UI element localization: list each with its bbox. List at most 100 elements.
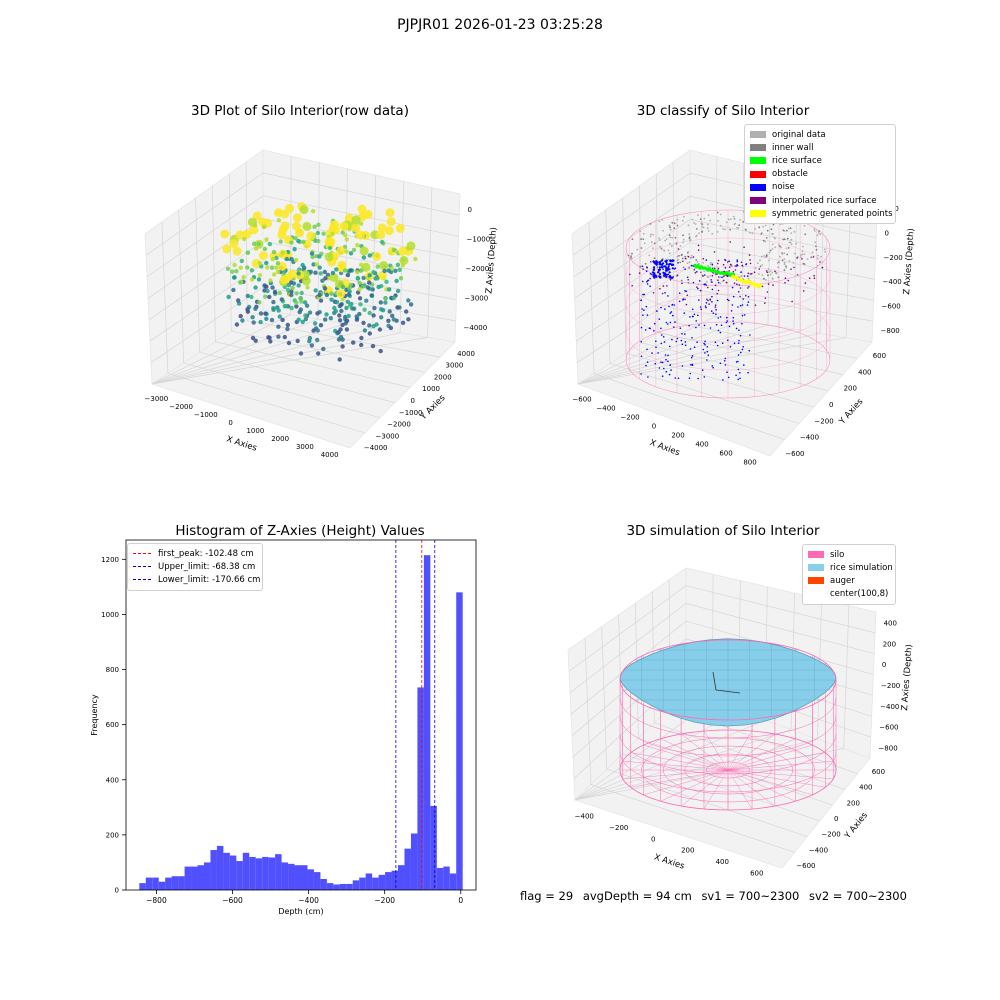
sv2-text: sv2 = 700~2300 — [809, 889, 907, 903]
raw-data-point — [296, 271, 301, 276]
plot2-ytick-label: 0 — [829, 401, 833, 409]
original-data-point — [707, 230, 710, 232]
raw-data-point — [300, 319, 305, 325]
original-data-point — [717, 220, 719, 222]
plot2-title: 3D classify of Silo Interior — [636, 103, 810, 119]
rice-surface-point — [707, 266, 712, 270]
raw-data-point — [330, 270, 336, 276]
original-data-point — [801, 250, 804, 253]
interpolated-point — [739, 287, 742, 289]
original-data-point — [783, 263, 786, 266]
original-data-point — [676, 255, 679, 258]
noise-point — [684, 333, 686, 335]
noise-point — [722, 379, 724, 381]
raw-data-point — [344, 213, 354, 223]
plot1-grid-line — [149, 263, 457, 342]
original-data-point — [769, 270, 772, 272]
original-data-point — [669, 226, 671, 229]
legend-entry: silo — [808, 548, 890, 561]
legend-label: symmetric generated points — [772, 208, 893, 219]
noise-point — [711, 281, 713, 283]
original-data-point — [676, 259, 679, 262]
original-data-point — [719, 213, 722, 216]
noise-point — [728, 260, 730, 263]
noise-point — [685, 290, 688, 293]
noise-point — [731, 304, 734, 306]
raw-data-point — [333, 308, 338, 314]
raw-data-point — [269, 317, 275, 323]
original-data-point — [764, 256, 767, 258]
raw-data-point — [292, 221, 301, 231]
plot4-xtick-label: −400 — [575, 813, 594, 821]
noise-point — [706, 350, 709, 353]
raw-data-point — [264, 284, 269, 289]
raw-data-point — [245, 307, 250, 312]
noise-point — [693, 346, 696, 349]
original-data-point — [790, 243, 793, 246]
silo-floor-spoke — [727, 769, 813, 796]
raw-data-point — [365, 285, 370, 290]
raw-data-point — [329, 291, 334, 296]
histogram-bar — [333, 884, 340, 890]
original-data-point — [667, 249, 670, 252]
raw-data-point — [376, 230, 386, 240]
original-data-point — [785, 247, 788, 250]
original-data-point — [815, 245, 817, 248]
raw-data-point — [314, 262, 319, 267]
raw-data-point — [367, 310, 372, 316]
raw-data-point — [329, 273, 339, 282]
noise-point — [670, 311, 673, 313]
original-data-point — [767, 274, 769, 277]
raw-data-point — [367, 280, 372, 285]
noise-point — [736, 260, 739, 263]
interpolated-point — [725, 281, 728, 284]
legend-entry: noise — [750, 181, 890, 194]
interpolated-point — [685, 303, 688, 306]
noise-point — [724, 364, 727, 366]
raw-data-point — [391, 295, 397, 301]
noise-point — [732, 295, 735, 298]
raw-data-point — [275, 269, 281, 275]
original-data-point — [706, 280, 708, 283]
raw-data-point — [280, 275, 289, 285]
raw-data-point — [267, 294, 272, 300]
plot1-xtick-label: 0 — [228, 419, 232, 427]
raw-data-point — [292, 213, 302, 223]
plot1-ztick-label: −3000 — [465, 295, 489, 303]
raw-data-point — [379, 307, 384, 312]
noise-point — [739, 304, 742, 307]
interpolated-point — [714, 284, 717, 287]
legend-entry: rice surface — [750, 154, 890, 167]
raw-data-point — [315, 230, 321, 236]
raw-data-point — [334, 267, 339, 272]
original-data-point — [721, 280, 724, 283]
legend-entry: rice simulation — [808, 561, 893, 574]
noise-point — [664, 269, 668, 272]
raw-data-point — [344, 318, 350, 323]
interpolated-point — [812, 256, 815, 258]
noise-point — [711, 263, 714, 266]
raw-data-point — [395, 223, 405, 233]
silo-floor-spoke — [703, 769, 729, 810]
silo-floor-spoke — [727, 752, 826, 771]
plot1-title: 3D Plot of Silo Interior(row data) — [191, 103, 409, 119]
raw-data-point — [247, 217, 257, 227]
raw-data-point — [354, 314, 359, 319]
raw-data-point — [357, 296, 363, 301]
raw-data-point — [226, 294, 231, 300]
noise-point — [717, 281, 720, 284]
noise-point — [641, 308, 643, 310]
interpolated-point — [740, 261, 743, 264]
noise-point — [729, 346, 732, 348]
noise-point — [669, 321, 672, 324]
legend-entry: inner wall — [750, 141, 890, 154]
silo-ring — [619, 751, 837, 793]
original-data-point — [665, 238, 668, 240]
histogram-bar — [365, 873, 373, 890]
silo-floor-spoke — [727, 769, 775, 807]
original-data-point — [662, 229, 664, 232]
raw-data-point — [321, 231, 326, 236]
raw-data-point — [378, 300, 383, 305]
y-tick-label: 1200 — [101, 556, 119, 564]
figure-title: PJPJR01 2026-01-23 03:25:28 — [397, 17, 603, 33]
